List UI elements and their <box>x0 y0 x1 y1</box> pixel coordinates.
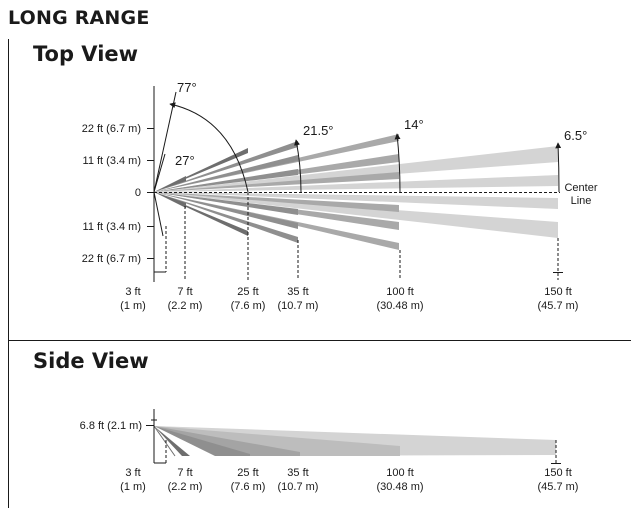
arc-21-5 <box>294 139 302 193</box>
side-dist-ft-7: 7 ft <box>177 467 192 479</box>
band-35ft-upper-inner <box>154 169 298 192</box>
band-100ft-upper-inner <box>154 172 399 192</box>
y-label-22-lower: 22 ft (6.7 m) <box>82 253 141 265</box>
side-dist-m-7: (2.2 m) <box>168 481 203 493</box>
dist-m-25: (7.6 m) <box>231 300 266 312</box>
side-dist-ft-25: 25 ft <box>237 467 258 479</box>
band-150ft-lower-inner <box>154 192 558 209</box>
side-dist-m-3: (1 m) <box>120 481 146 493</box>
side-band-25ft <box>154 426 250 456</box>
center-line-label-2: Line <box>571 195 592 207</box>
dist-ft-150: 150 ft <box>544 286 572 298</box>
y-label-22-upper: 22 ft (6.7 m) <box>82 123 141 135</box>
dist-m-150: (45.7 m) <box>538 300 579 312</box>
side-view-diagram: 6.8 ft (2.1 m) 3 ft (1 m) 7 ft (2.2 m) 2… <box>80 409 579 493</box>
side-dist-ft-3: 3 ft <box>125 467 140 479</box>
side-dist-m-25: (7.6 m) <box>231 481 266 493</box>
angle-label-21-5: 21.5° <box>303 123 334 138</box>
dist-m-100: (30.48 m) <box>376 300 423 312</box>
dist-ft-25: 25 ft <box>237 286 258 298</box>
page-title: LONG RANGE <box>8 7 150 29</box>
side-dist-m-100: (30.48 m) <box>376 481 423 493</box>
side-view-heading: Side View <box>33 349 149 373</box>
band-35ft-upper-mid <box>154 155 298 192</box>
band-35ft-lower-mid <box>154 192 298 229</box>
band-150ft-upper-outer <box>154 146 558 192</box>
side-dist-m-35: (10.7 m) <box>278 481 319 493</box>
side-dist-m-150: (45.7 m) <box>538 481 579 493</box>
y-label-zero: 0 <box>135 187 141 199</box>
arc-6-5 <box>555 142 562 193</box>
y-label-11-lower: 11 ft (3.4 m) <box>83 221 141 233</box>
angle-label-6-5: 6.5° <box>564 128 587 143</box>
band-35ft-lower-outer <box>154 192 298 243</box>
dist-m-35: (10.7 m) <box>278 300 319 312</box>
band-7ft-lower <box>154 192 186 208</box>
band-150ft-lower-outer <box>154 192 558 238</box>
dist-m-3: (1 m) <box>120 300 146 312</box>
side-band-7ft <box>154 426 190 456</box>
band-35ft-upper-outer <box>154 141 298 192</box>
band-35ft-lower-inner <box>154 192 298 215</box>
angle-label-27: 27° <box>175 153 195 168</box>
dist-ft-35: 35 ft <box>287 286 308 298</box>
band-100ft-lower-inner <box>154 192 399 212</box>
top-view-heading: Top View <box>33 42 139 66</box>
dist-ft-3: 3 ft <box>125 286 140 298</box>
side-ray-3ft <box>153 425 176 457</box>
angle-label-77: 77° <box>177 80 197 95</box>
arc-77 <box>169 102 249 193</box>
side-dist-ft-150: 150 ft <box>544 467 572 479</box>
near-ray-lower <box>153 191 164 237</box>
arc-14 <box>394 133 401 193</box>
side-dist-ft-100: 100 ft <box>386 467 414 479</box>
side-height-label: 6.8 ft (2.1 m) <box>80 420 142 432</box>
dist-ft-7: 7 ft <box>177 286 192 298</box>
y-label-11-upper: 11 ft (3.4 m) <box>83 155 141 167</box>
ray-77 <box>153 91 177 193</box>
band-7ft-upper <box>154 176 186 192</box>
side-dist-ft-35: 35 ft <box>287 467 308 479</box>
top-view-diagram: 22 ft (6.7 m) 11 ft (3.4 m) 0 11 ft (3.4… <box>82 80 598 312</box>
center-line-label-1: Center <box>564 182 597 194</box>
dist-m-7: (2.2 m) <box>168 300 203 312</box>
dist-ft-100: 100 ft <box>386 286 414 298</box>
side-band-100ft <box>154 426 400 456</box>
angle-label-14: 14° <box>404 117 424 132</box>
band-150ft-upper-inner <box>154 175 558 192</box>
side-band-35ft <box>154 426 300 456</box>
